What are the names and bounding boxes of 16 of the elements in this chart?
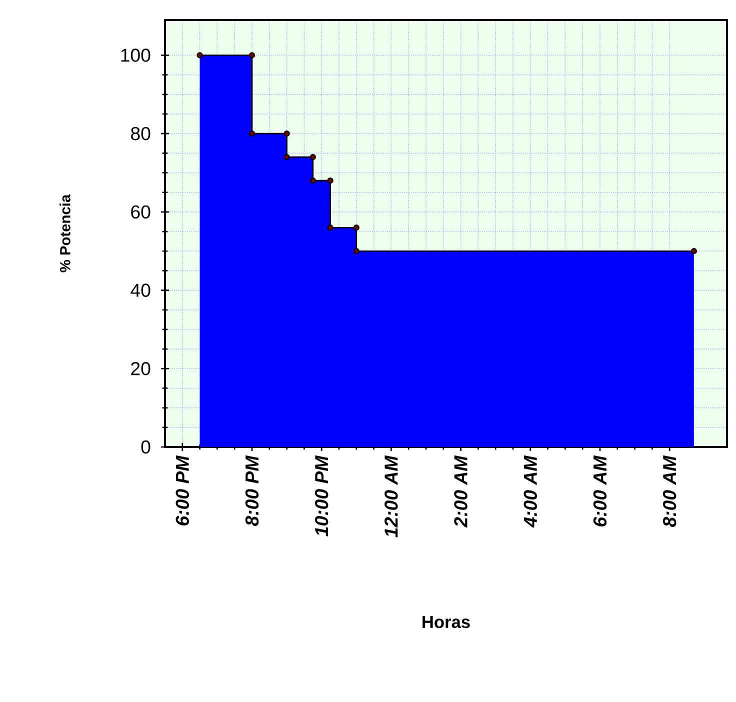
- y-tick-label: 80: [131, 126, 150, 140]
- x-tick-label: 8:00 PM: [245, 455, 259, 526]
- y-tick-label: 100: [121, 48, 150, 62]
- y-tick-label: 20: [131, 362, 150, 376]
- x-tick-label: 6:00 PM: [176, 455, 190, 526]
- y-tick-label: 0: [141, 440, 150, 454]
- x-tick-label: 2:00 AM: [454, 455, 468, 528]
- x-tick-label: 6:00 AM: [593, 455, 607, 526]
- x-axis-title: Horas: [422, 616, 470, 628]
- x-tick-label: 4:00 AM: [524, 455, 537, 528]
- x-tick-label: 12:00 AM: [384, 455, 398, 538]
- y-tick-label: 40: [130, 284, 150, 297]
- x-tick-label: 8:00 AM: [662, 455, 676, 528]
- x-tick-label: 10:00 PM: [314, 455, 328, 536]
- y-tick-label: 60: [131, 205, 150, 219]
- y-axis-title: % Potencia: [60, 194, 70, 272]
